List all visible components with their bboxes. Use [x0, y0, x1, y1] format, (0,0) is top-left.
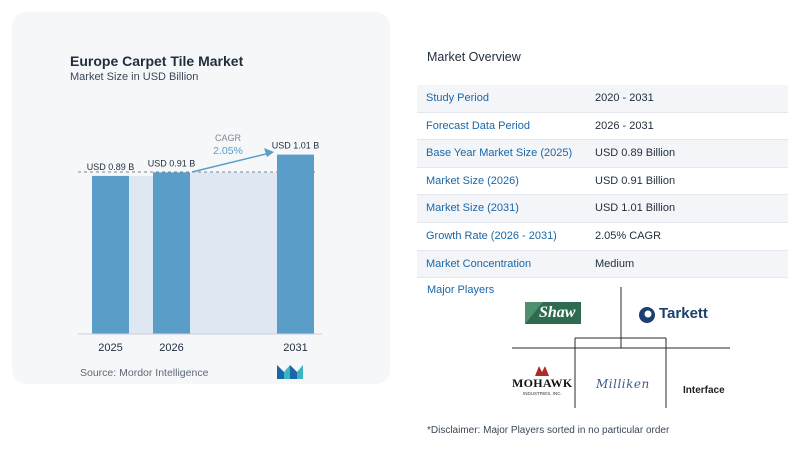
- overview-row-label: Forecast Data Period: [426, 119, 530, 132]
- mordor-logo-icon: [277, 365, 303, 379]
- shaw-logo: Shaw: [525, 302, 581, 324]
- bar-2026: [153, 172, 190, 334]
- mohawk-logo-text: MOHAWK: [512, 376, 573, 390]
- overview-row: Market Size (2026) USD 0.91 Billion: [417, 168, 788, 196]
- overview-row-value: 2026 - 2031: [595, 119, 654, 132]
- disclaimer: *Disclaimer: Major Players sorted in no …: [427, 425, 670, 436]
- bar-value-label: USD 0.91 B: [148, 158, 196, 168]
- players-title: Major Players: [427, 284, 495, 296]
- overview-row-label: Market Size (2026): [426, 174, 519, 187]
- overview-row: Study Period 2020 - 2031: [417, 85, 788, 113]
- milliken-logo-text: Milliken: [596, 377, 650, 391]
- overview-row: Growth Rate (2026 - 2031) 2.05% CAGR: [417, 223, 788, 251]
- overview-row: Market Size (2031) USD 1.01 Billion: [417, 195, 788, 223]
- cagr-arrowhead-icon: [264, 148, 274, 157]
- overview-row: Forecast Data Period 2026 - 2031: [417, 113, 788, 141]
- bar-chart: USD 0.89 B 2025 USD 0.91 B 2026 USD 1.01 B 20…: [78, 133, 322, 354]
- tarkett-logo-text: Tarkett: [659, 305, 708, 322]
- milliken-logo: Milliken: [596, 375, 650, 393]
- bar-2031: [277, 154, 314, 334]
- interface-logo: Interface: [683, 380, 725, 398]
- overview-row-value: 2.05% CAGR: [595, 229, 662, 242]
- tarkett-mark-icon: [639, 307, 655, 323]
- interface-logo-text: Interface: [683, 385, 725, 396]
- overview-row-label: Market Concentration: [426, 257, 532, 270]
- bar-value-label: USD 1.01 B: [272, 141, 320, 151]
- overview-row-label: Growth Rate (2026 - 2031): [426, 229, 557, 242]
- overview-row-value: 2020 - 2031: [595, 92, 654, 104]
- bar-2025: [92, 175, 129, 334]
- mohawk-mark-icon: [535, 366, 549, 376]
- x-tick-label: 2026: [159, 342, 183, 354]
- overview-row-value: Medium: [595, 257, 635, 270]
- x-tick-label: 2031: [283, 342, 307, 354]
- forecast-band: [190, 172, 277, 334]
- source-line: Source: Mordor Intelligence: [80, 367, 208, 379]
- overview-title: Market Overview: [427, 50, 521, 64]
- source-name: Mordor Intelligence: [119, 367, 209, 379]
- cagr-value: 2.05%: [213, 145, 243, 157]
- bar-value-label: USD 0.89 B: [87, 162, 135, 172]
- overview-row-label: Study Period: [426, 92, 489, 104]
- cagr-label: CAGR: [215, 133, 242, 143]
- chart-subtitle: Market Size in USD Billion: [70, 71, 199, 83]
- shaw-logo-text: Shaw: [539, 304, 576, 321]
- overview-row-label: Market Size (2031): [426, 202, 519, 215]
- cagr-arrow: [191, 152, 271, 173]
- source-label: Source:: [80, 367, 117, 379]
- mohawk-logo-subtext: INDUSTRIES, INC.: [523, 391, 562, 396]
- shaw-mark-icon: [525, 302, 543, 324]
- overview-row-value: USD 0.91 Billion: [595, 174, 676, 187]
- overview-row-label: Base Year Market Size (2025): [426, 147, 573, 160]
- x-tick-label: 2025: [98, 342, 122, 354]
- overview-row-value: USD 1.01 Billion: [595, 202, 676, 215]
- overview-row: Base Year Market Size (2025) USD 0.89 Bil…: [417, 140, 788, 168]
- overview-row-value: USD 0.89 Billion: [595, 147, 676, 160]
- overview-row: Market Concentration Medium: [417, 250, 788, 279]
- chart-title: Europe Carpet Tile Market: [70, 53, 244, 69]
- overview-table: Study Period 2020 - 2031 Forecast Data Per…: [417, 85, 788, 279]
- gap-band: [129, 175, 153, 334]
